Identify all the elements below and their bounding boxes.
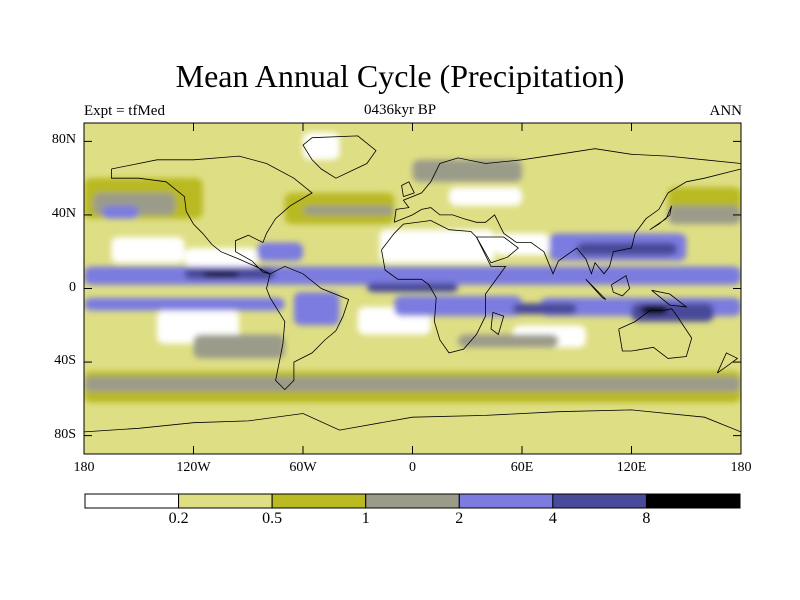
colorbar-swatch [645,493,741,509]
coastlines [84,135,741,433]
lat-tick-label: 0 [69,279,76,295]
colorbar-label: 1 [361,510,370,527]
colorbar-label: 4 [548,510,557,527]
colorbar [84,493,741,509]
colorbar-swatch [178,493,273,509]
colorbar-swatch [552,493,647,509]
colorbar-label: 0.5 [262,510,283,527]
lon-tick-label: 180 [73,460,95,475]
time-label: 0436kyr BP [363,102,437,118]
experiment-label: Expt = tfMed [84,103,165,119]
lon-tick-label: 0 [409,460,416,475]
lon-tick-label: 120E [616,460,647,475]
lat-tick-label: 80S [54,426,76,442]
colorbar-label: 2 [455,510,464,527]
colorbar-swatch [365,493,460,509]
colorbar-swatch [271,493,367,509]
lat-tick-label: 40N [51,205,76,221]
season-label: ANN [709,103,743,119]
lat-tick-label: 80N [51,132,76,148]
precip-field [84,123,741,454]
lon-tick-label: 60E [510,460,534,475]
colorbar-swatch [458,493,554,509]
lon-tick-label: 60W [289,460,317,475]
chart-title: Mean Annual Cycle (Precipitation) [175,58,625,94]
lat-tick-label: 40S [54,353,76,369]
lon-tick-label: 180 [730,460,752,475]
lon-tick-label: 120W [176,460,211,475]
colorbar-label: 8 [642,510,651,527]
colorbar-swatch [84,493,180,509]
colorbar-label: 0.2 [168,510,189,527]
